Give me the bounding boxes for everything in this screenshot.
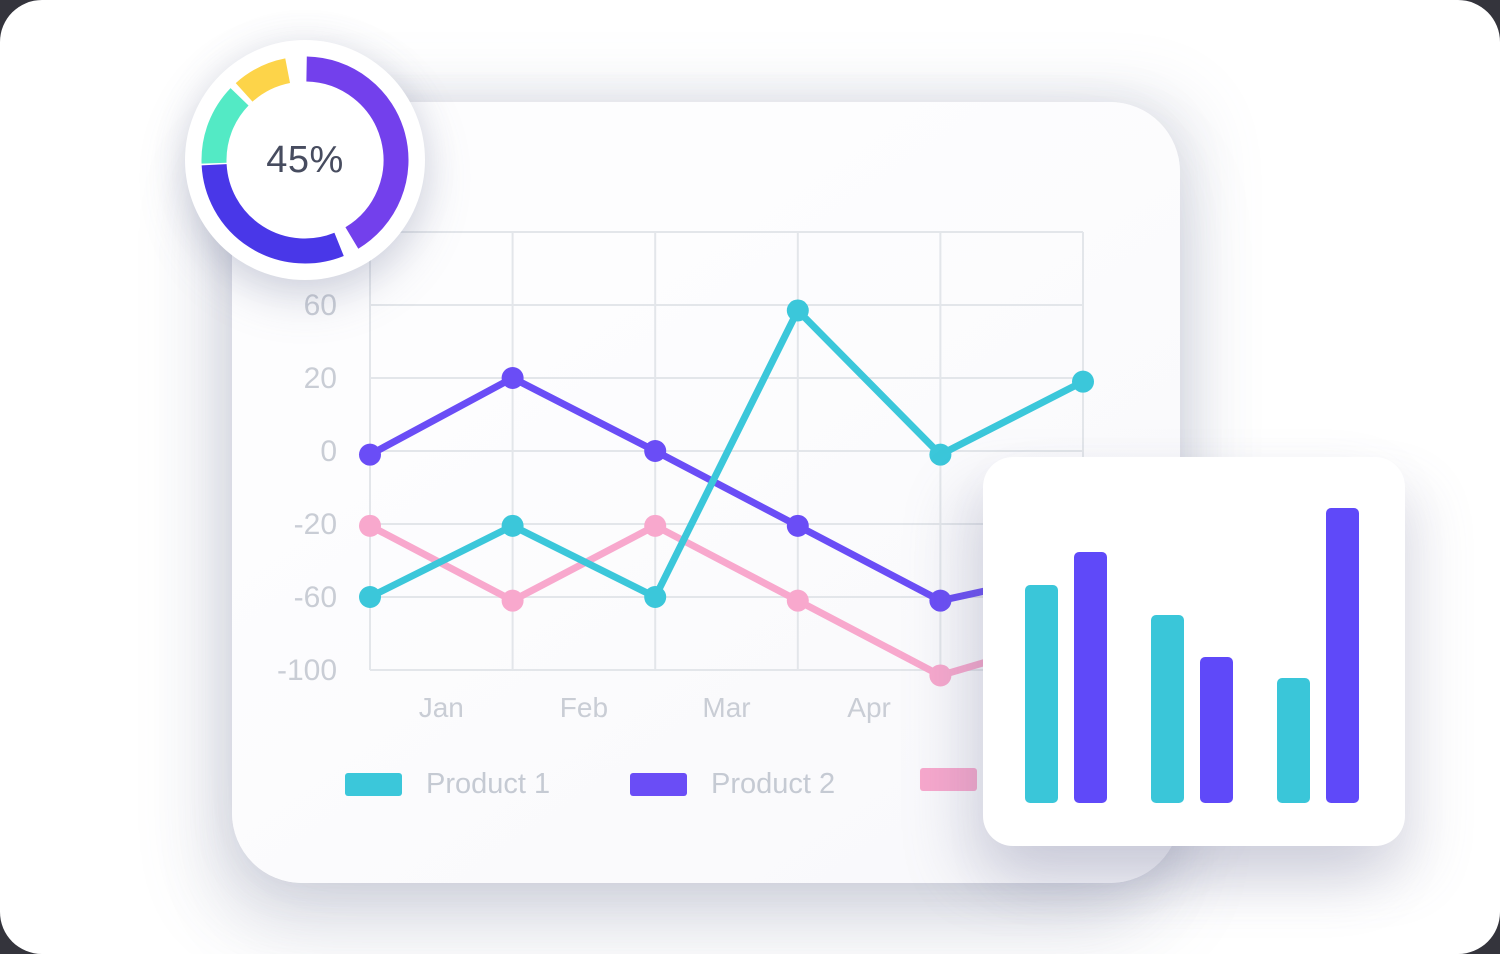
data-point-product-1 <box>359 586 381 608</box>
donut-segment-teal <box>201 88 249 164</box>
donut-percentage-label: 45% <box>266 138 344 181</box>
data-point-product-2 <box>929 589 952 612</box>
data-point-product-1 <box>929 443 952 466</box>
y-axis-labels: 60 20 0 -20 -60 -100 <box>277 289 337 687</box>
data-point-product-2 <box>501 367 524 389</box>
donut-gauge-card: 45% <box>185 40 425 280</box>
data-point-product-3 <box>501 589 524 612</box>
bar-5 <box>1277 678 1310 803</box>
y-tick-label: 60 <box>304 289 337 322</box>
bar-chart-card <box>983 457 1405 846</box>
series-product-1 <box>359 299 1094 608</box>
bar-2 <box>1074 552 1107 803</box>
data-point-product-1 <box>644 586 667 608</box>
data-point-product-3 <box>929 664 952 687</box>
donut-segment-indigo <box>201 163 344 264</box>
data-point-product-1 <box>501 514 524 537</box>
x-tick-label: Feb <box>560 692 608 723</box>
bar-6 <box>1326 508 1359 803</box>
legend-item-product-2: Product 2 <box>630 768 835 801</box>
bar-chart <box>1025 508 1359 803</box>
donut-segment-yellow <box>235 58 291 102</box>
series-product-3 <box>359 514 1094 687</box>
x-tick-label: Mar <box>702 692 750 723</box>
data-point-product-2 <box>359 443 381 466</box>
data-point-product-2 <box>786 514 809 537</box>
y-tick-label: -60 <box>294 581 337 614</box>
legend-label-product-1: Product 1 <box>426 768 551 800</box>
donut-segment-violet <box>306 56 409 249</box>
donut-chart <box>201 56 409 264</box>
series-line-product-1 <box>366 306 1087 601</box>
bar-4 <box>1200 657 1233 803</box>
y-tick-label: -20 <box>294 508 337 541</box>
legend-swatch-product-1 <box>345 773 402 796</box>
series-product-2 <box>359 367 1094 612</box>
data-point-product-1 <box>1072 370 1094 393</box>
data-point-product-3 <box>644 514 667 537</box>
x-axis-labels: Jan Feb Mar Apr <box>419 692 891 723</box>
series-line-product-3 <box>366 522 1087 679</box>
y-tick-label: -100 <box>277 654 337 687</box>
x-tick-label: Jan <box>419 692 464 723</box>
data-point-product-3 <box>786 589 809 612</box>
series-line-product-2 <box>366 374 1087 605</box>
legend-swatch-product-3 <box>920 768 977 791</box>
data-point-product-1 <box>786 299 809 322</box>
legend-item-product-3 <box>920 768 1001 791</box>
x-tick-label: Apr <box>847 692 891 723</box>
y-tick-label: 0 <box>320 435 337 468</box>
legend-swatch-product-2 <box>630 773 687 796</box>
bar-1 <box>1025 585 1058 803</box>
legend-label-product-2: Product 2 <box>711 768 836 800</box>
bar-3 <box>1151 615 1184 803</box>
data-point-product-3 <box>359 514 381 537</box>
legend-item-product-1: Product 1 <box>345 768 550 801</box>
chart-legend: Product 1 Product 2 <box>0 768 1500 801</box>
y-tick-label: 20 <box>304 362 337 395</box>
data-point-product-2 <box>644 440 667 462</box>
